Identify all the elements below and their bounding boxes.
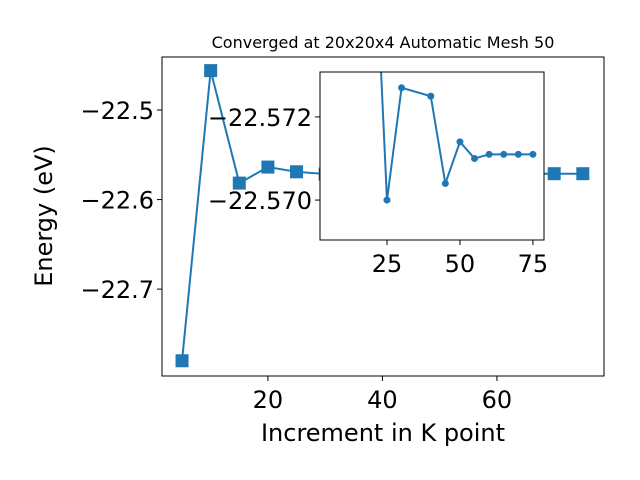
marker — [456, 138, 464, 146]
x-axis-label: Increment in K point — [261, 419, 505, 447]
series-group — [380, 72, 537, 204]
marker — [500, 150, 508, 158]
x-tick-label: 40 — [367, 386, 398, 414]
x-tick-label: 75 — [518, 250, 549, 278]
marker — [261, 160, 275, 174]
marker — [485, 150, 493, 158]
x-tick-label: 50 — [445, 250, 476, 278]
marker — [514, 150, 522, 158]
y-tick-label: −22.572 — [208, 104, 312, 132]
chart-title: Converged at 20x20x4 Automatic Mesh 50 — [212, 33, 555, 52]
marker — [576, 167, 590, 181]
plot-frame — [161, 56, 605, 377]
y-tick-label: −22.7 — [80, 276, 154, 304]
x-tick-label: 60 — [482, 386, 513, 414]
y-axis-label: Energy (eV) — [30, 145, 58, 287]
y-tick-label: −22.570 — [208, 187, 312, 215]
marker — [175, 354, 189, 368]
x-tick-label: 20 — [253, 386, 284, 414]
marker — [398, 84, 406, 92]
y-tick-label: −22.6 — [80, 187, 154, 215]
marker — [547, 167, 561, 181]
plot-frame — [319, 71, 545, 241]
marker — [427, 92, 435, 100]
x-tick-label: 25 — [372, 250, 403, 278]
y-tick-label: −22.5 — [80, 97, 154, 125]
marker — [383, 196, 391, 204]
marker — [529, 150, 537, 158]
marker — [441, 179, 449, 187]
marker — [290, 165, 304, 179]
marker — [232, 176, 246, 190]
marker — [471, 154, 479, 162]
marker — [204, 64, 218, 78]
